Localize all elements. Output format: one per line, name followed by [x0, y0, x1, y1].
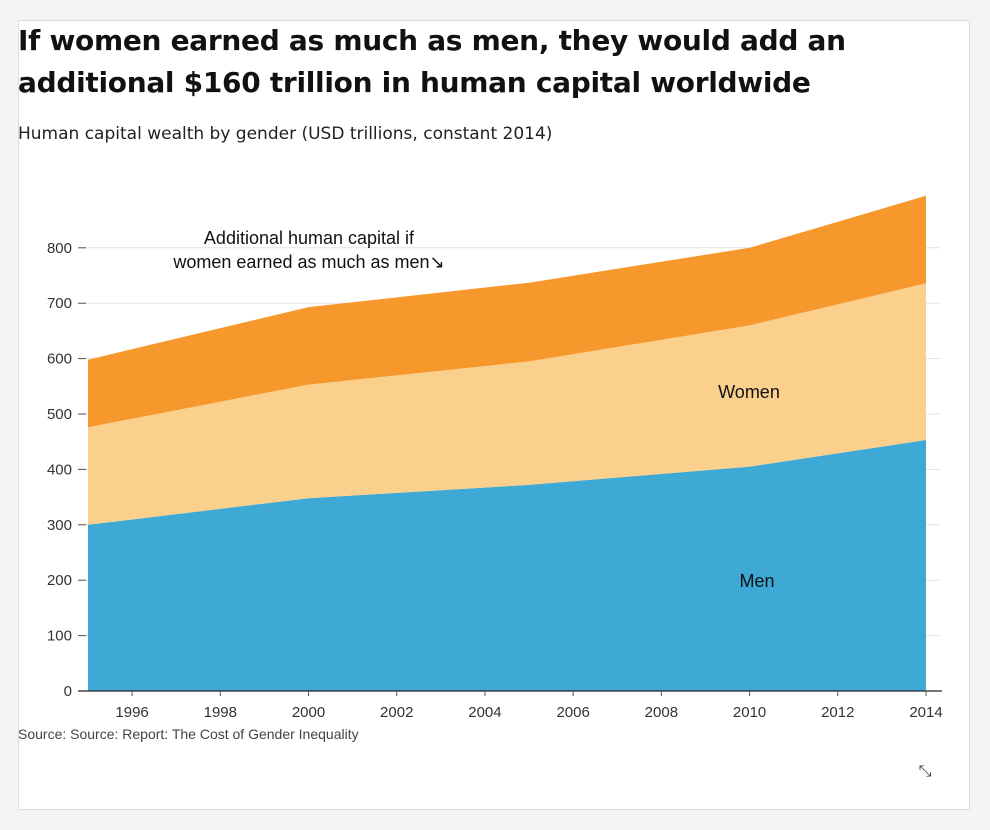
series-area-women — [88, 283, 926, 525]
x-tick-label: 1996 — [115, 704, 148, 721]
annotation-line: women earned as much as men↘ — [172, 252, 444, 272]
y-tick-label: 200 — [47, 572, 72, 589]
x-tick-label: 2012 — [821, 704, 854, 721]
series-area-additional — [88, 195, 926, 428]
chart-subtitle: Human capital wealth by gender (USD tril… — [18, 124, 553, 144]
annotation-women: Women — [718, 382, 780, 402]
chart-title: If women earned as much as men, they wou… — [18, 24, 846, 99]
annotation-line: Additional human capital if — [204, 228, 415, 248]
y-tick-label: 100 — [47, 628, 72, 645]
y-tick-label: 600 — [47, 351, 72, 368]
series-area-men — [88, 440, 926, 691]
annotation-additional-capital: Additional human capital if women earned … — [172, 228, 444, 272]
expand-icon[interactable]: ⤡ — [918, 763, 932, 780]
x-tick-label: 1998 — [204, 704, 237, 721]
x-tick-label: 2004 — [468, 704, 501, 721]
y-tick-label: 700 — [47, 295, 72, 312]
x-tick-label: 2014 — [909, 704, 942, 721]
y-tick-label: 800 — [47, 240, 72, 257]
annotation-men: Men — [739, 571, 774, 591]
y-tick-label: 400 — [47, 461, 72, 478]
x-tick-label: 2010 — [733, 704, 766, 721]
y-tick-label: 0 — [64, 683, 72, 700]
x-tick-label: 2006 — [556, 704, 589, 721]
source-note: Source: Source: Report: The Cost of Gend… — [18, 726, 359, 742]
y-tick-label: 500 — [47, 406, 72, 423]
x-tick-label: 2002 — [380, 704, 413, 721]
x-tick-label: 2008 — [645, 704, 678, 721]
y-tick-label: 300 — [47, 517, 72, 534]
x-tick-label: 2000 — [292, 704, 325, 721]
